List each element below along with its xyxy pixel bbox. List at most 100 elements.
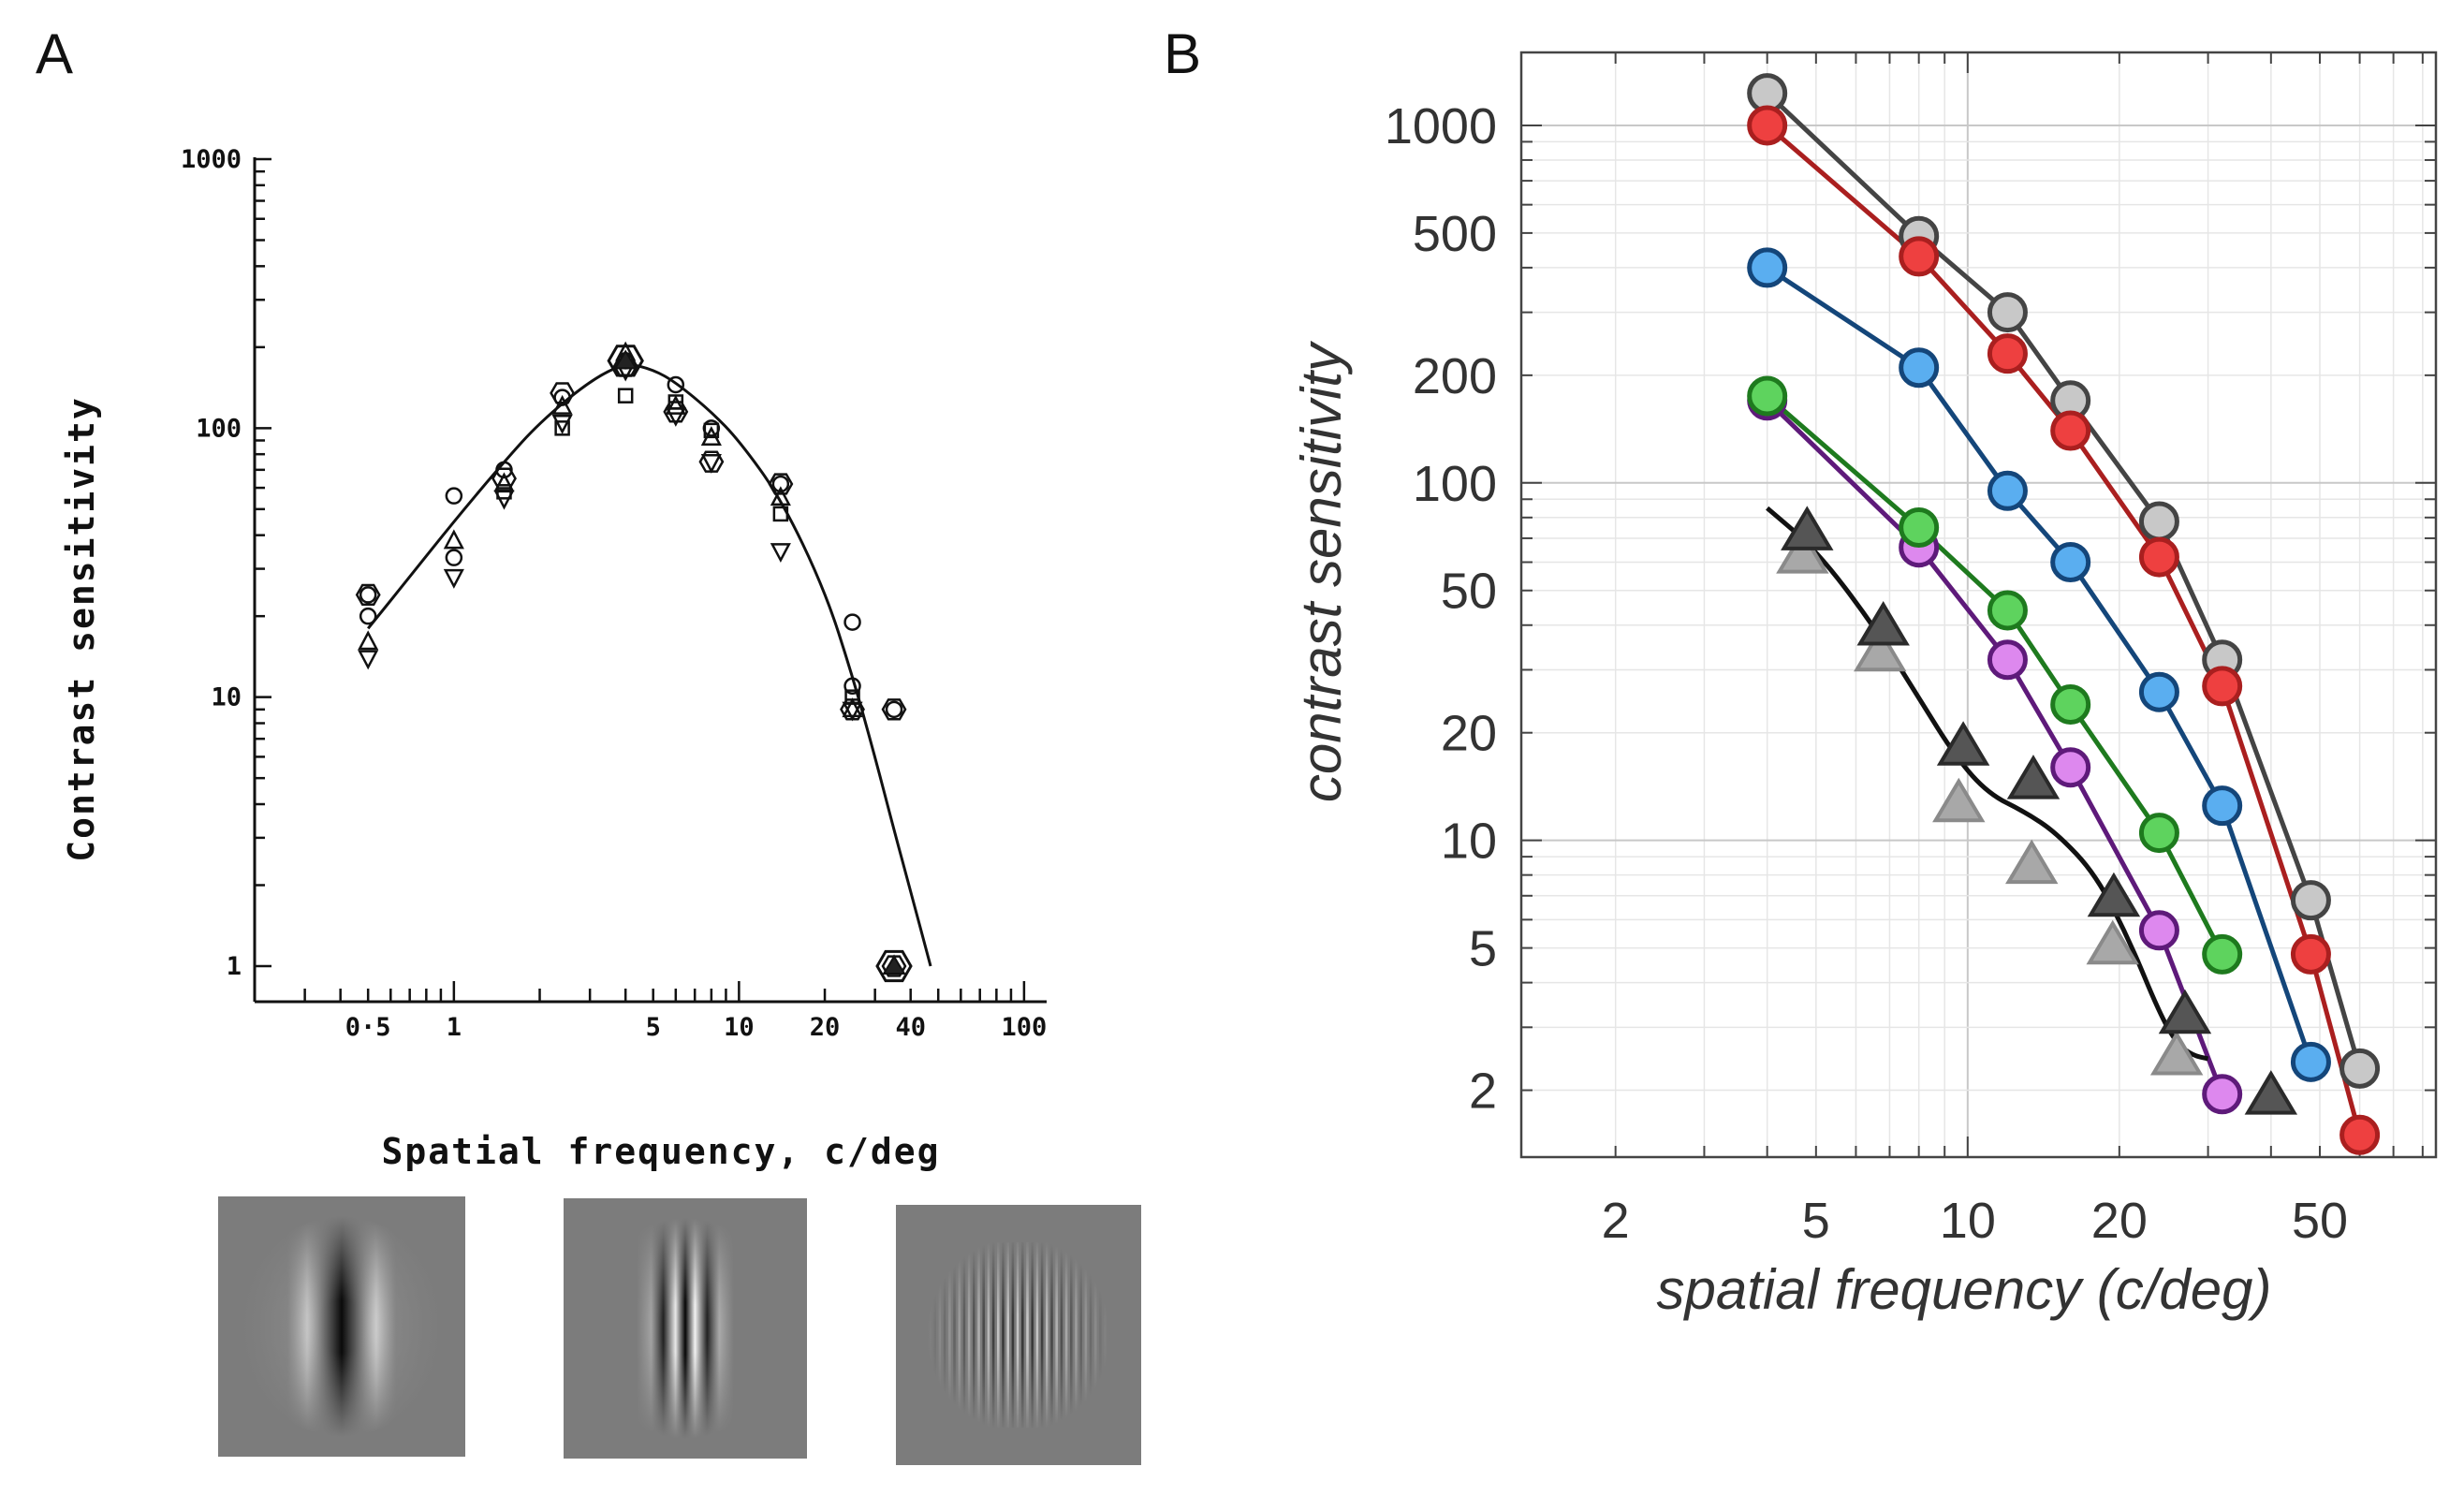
chart-a-point-triangle-up — [443, 529, 464, 550]
chart-a-point-hexagon — [491, 467, 517, 490]
chart-b-y-tick-label: 100 — [1413, 456, 1497, 512]
chart-a-y-ticks: 1 10 100 1000 — [181, 145, 271, 981]
chart-b-y-tick-label: 5 — [1469, 921, 1497, 977]
chart-a-x-tick-label: 20 — [810, 1013, 841, 1042]
chart-b-y-tick-label: 10 — [1441, 814, 1497, 870]
chart-a-y-tick-label: 10 — [211, 683, 242, 712]
chart-a-point-square — [554, 420, 570, 436]
chart-a-point-triangle-down — [700, 453, 722, 474]
chart-a-x-tick-label: 40 — [895, 1013, 926, 1042]
chart-b-circle-point — [2138, 501, 2179, 542]
chart-b-triangle-point — [2158, 989, 2212, 1034]
chart-b-grid — [1521, 52, 2436, 1157]
chart-a-point-triangle-up — [358, 630, 379, 651]
chart-a-point-hexagon — [698, 450, 725, 473]
chart-b-circle-point — [1899, 507, 1940, 549]
chart-b-triangle-point — [1854, 626, 1907, 672]
chart-b-triangle-point — [1856, 601, 1910, 646]
gabor-patch-mid — [564, 1198, 807, 1459]
chart-b-x-tick-label: 50 — [2292, 1193, 2348, 1249]
chart-a-point-square — [772, 506, 789, 522]
chart-b-circle-point — [1747, 105, 1788, 146]
chart-b-circle-point — [2050, 747, 2091, 788]
chart-b-y-tick-label: 20 — [1441, 706, 1497, 762]
chart-a-y-tick-label: 100 — [196, 414, 242, 443]
chart-b-x-tick-label: 2 — [1602, 1193, 1630, 1249]
chart-a-x-tick-label: 0·5 — [345, 1013, 391, 1042]
chart-a-x-tick-label: 1 — [447, 1013, 462, 1042]
chart-a-point-triangle-down — [443, 568, 464, 589]
chart-a-fit-curve — [367, 363, 932, 967]
chart-a-x-tick-label: 5 — [646, 1013, 661, 1042]
chart-a-points — [355, 341, 913, 983]
chart-a-point-hexagon — [550, 382, 576, 404]
chart-b-series-line — [1766, 394, 2224, 956]
chart-b-y-tick-label: 200 — [1413, 348, 1497, 404]
chart-b-y-ticks: 2 5 10 20 50 100 200 500 1000 — [1385, 98, 1497, 1120]
chart-a-x-tick-label: 10 — [724, 1013, 755, 1042]
chart-b-triangle-point — [1776, 529, 1829, 574]
chart-b-x-tick-label: 20 — [2091, 1193, 2148, 1249]
chart-b-y-tick-label: 50 — [1441, 564, 1497, 620]
chart-b-circle-point — [2290, 880, 2331, 921]
chart-a-point-square — [844, 689, 860, 705]
chart-a-point-triangle-down — [551, 414, 573, 434]
chart-b-x-label: spatial frequency (c/deg) — [1656, 1258, 2271, 1321]
chart-b-triangle-point — [2149, 1030, 2204, 1076]
chart-b-circle-point — [1747, 375, 1788, 417]
chart-b-circle-point — [2290, 933, 2331, 975]
chart-b-circle-point — [2202, 785, 2243, 827]
chart-a-point-triangle-up — [665, 394, 686, 415]
chart-b-circle-point — [1987, 333, 2028, 374]
chart-b-circle-point — [1987, 292, 2028, 333]
chart-a-point-triangle-up — [842, 697, 863, 718]
chart-b-circle-point — [2138, 910, 2179, 951]
chart-b-series-line — [1765, 399, 2225, 1095]
chart-b: 2 5 10 20 50 2 5 10 20 50 100 200 500 1000 contrast … — [1290, 51, 2438, 1321]
chart-a-y-label: Contrast sensitivity — [61, 396, 102, 862]
chart-b-y-tick-label: 2 — [1469, 1063, 1497, 1120]
chart-a-point-circle — [445, 549, 463, 566]
chart-a-point-hexagon — [768, 473, 794, 495]
chart-b-triangle-point — [2087, 872, 2141, 917]
chart-a-point-circle — [843, 677, 861, 696]
chart-b-circle-point — [2339, 1114, 2381, 1155]
chart-b-circle-point — [2138, 671, 2179, 712]
chart-a-point-large-hexagon — [607, 345, 644, 377]
chart-b-frame — [1519, 51, 2438, 1159]
chart-a-point-triangle-up — [770, 486, 791, 506]
chart-a-point-square — [703, 422, 720, 439]
chart-a-point-hexagon — [355, 583, 381, 607]
chart-b-circle-point — [2138, 813, 2179, 854]
chart-a-point-filled-triangle — [882, 955, 906, 975]
chart-a-point-square — [496, 484, 512, 500]
chart-a-point-hexagon — [840, 698, 865, 721]
chart-b-circle-point — [1987, 590, 2028, 631]
chart-a-point-hexagon — [663, 401, 689, 423]
chart-b-circle-point — [1899, 236, 1940, 277]
chart-a-point-filled-triangle — [613, 349, 638, 370]
chart-a-point-hexagon — [881, 955, 907, 977]
chart-a-axes — [253, 157, 1047, 1004]
chart-a-y-tick-label: 1 — [227, 952, 242, 981]
chart-a-point-circle — [359, 586, 377, 604]
chart-a-x-ticks: 0·5 1 5 10 20 40 100 — [253, 981, 1047, 1042]
chart-a-point-circle — [667, 375, 685, 394]
chart-a-point-triangle-down — [770, 543, 791, 564]
chart-b-triangle-point — [1932, 777, 1986, 823]
chart-b-circle-point — [2050, 410, 2091, 451]
chart-b-triangle-point — [2006, 755, 2061, 799]
panel-a-label: A — [36, 22, 73, 85]
chart-a-point-circle — [445, 487, 463, 505]
chart-b-points — [1747, 73, 2381, 1155]
chart-a-point-circle — [359, 607, 377, 625]
chart-b-triangle-point — [2244, 1070, 2298, 1115]
chart-b-circle-point — [2202, 1074, 2243, 1115]
chart-a-point-triangle-up — [551, 394, 573, 415]
chart-b-triangle-point — [1936, 721, 1990, 766]
chart-b-y-tick-label: 500 — [1413, 206, 1497, 262]
chart-b-x-tick-label: 5 — [1802, 1193, 1830, 1249]
chart-a-point-large-hexagon — [875, 949, 913, 983]
chart-b-circle-point — [1987, 470, 2028, 511]
